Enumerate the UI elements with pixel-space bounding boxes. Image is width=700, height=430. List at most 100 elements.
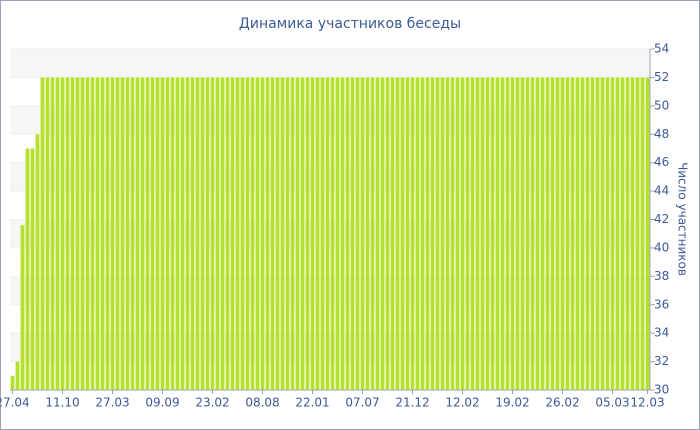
bar	[590, 77, 595, 391]
bar	[120, 77, 125, 391]
x-tick-label: 22.01	[295, 396, 329, 410]
y-tick-label: 40	[654, 240, 669, 254]
bar	[370, 77, 375, 391]
bar	[545, 77, 550, 391]
bar	[235, 77, 240, 391]
bar	[15, 361, 20, 390]
x-tick-label: 12.02	[445, 396, 479, 410]
bar	[205, 77, 210, 391]
bar	[345, 77, 350, 391]
y-axis-label: Число участников	[676, 162, 690, 276]
bar	[200, 77, 205, 391]
bar	[450, 77, 455, 391]
bar	[565, 77, 570, 391]
bar	[520, 77, 525, 391]
bar	[530, 77, 535, 391]
bar	[510, 77, 515, 391]
bar	[330, 77, 335, 391]
y-tick-label: 50	[654, 98, 669, 112]
bar	[305, 77, 310, 391]
y-tick-label: 38	[654, 269, 669, 283]
bar	[420, 77, 425, 391]
grid-band	[10, 49, 650, 78]
bar	[80, 77, 85, 391]
bar	[185, 77, 190, 391]
bar	[65, 77, 70, 391]
bar	[445, 77, 450, 391]
bar	[75, 77, 80, 391]
bar	[440, 77, 445, 391]
bar	[470, 77, 475, 391]
bar	[550, 77, 555, 391]
bar	[505, 77, 510, 391]
bar	[20, 225, 25, 390]
bar	[485, 77, 490, 391]
bar	[160, 77, 165, 391]
bar	[300, 77, 305, 391]
y-tick-label: 32	[654, 354, 669, 368]
bar	[135, 77, 140, 391]
x-tick-label: 11.10	[45, 396, 79, 410]
bar	[615, 77, 620, 391]
bar	[70, 77, 75, 391]
bar	[165, 77, 170, 391]
bar	[170, 77, 175, 391]
bar	[555, 77, 560, 391]
bar	[355, 77, 360, 391]
bar	[465, 77, 470, 391]
bar	[495, 77, 500, 391]
bar	[45, 77, 50, 391]
bar	[155, 77, 160, 391]
bar	[490, 77, 495, 391]
bar	[335, 77, 340, 391]
bar	[340, 77, 345, 391]
bar	[570, 77, 575, 391]
bar	[645, 77, 650, 391]
bar	[325, 77, 330, 391]
bar	[580, 77, 585, 391]
bar	[405, 77, 410, 391]
y-tick-label: 44	[654, 184, 669, 198]
bar	[150, 77, 155, 391]
bar	[285, 77, 290, 391]
chart-title: Динамика участников беседы	[239, 16, 461, 32]
x-tick-label: 09.09	[145, 396, 179, 410]
bar	[145, 77, 150, 391]
bar	[350, 77, 355, 391]
x-tick-label: 26.02	[545, 396, 579, 410]
x-tick-label: 12.03	[630, 396, 664, 410]
bar	[90, 77, 95, 391]
bar	[500, 77, 505, 391]
x-tick-label: 27.04	[0, 396, 30, 410]
x-tick-label: 07.07	[345, 396, 379, 410]
bar	[175, 77, 180, 391]
bar	[25, 148, 30, 390]
bar	[190, 77, 195, 391]
bar	[400, 77, 405, 391]
bar	[430, 77, 435, 391]
bar	[50, 77, 55, 391]
bar	[585, 77, 590, 391]
bar	[610, 77, 615, 391]
bar	[360, 77, 365, 391]
bar	[605, 77, 610, 391]
bar	[255, 77, 260, 391]
bar	[540, 77, 545, 391]
y-tick-label: 54	[654, 42, 669, 56]
y-tick-label: 36	[654, 297, 669, 311]
bar	[40, 77, 45, 391]
bar	[630, 77, 635, 391]
bar	[435, 77, 440, 391]
bar	[640, 77, 645, 391]
x-tick-label: 19.02	[495, 396, 529, 410]
bar	[60, 77, 65, 391]
bar	[620, 77, 625, 391]
bar	[195, 77, 200, 391]
bar	[275, 77, 280, 391]
bar	[230, 77, 235, 391]
bar	[140, 77, 145, 391]
y-tick-label: 42	[654, 212, 669, 226]
bar	[635, 77, 640, 391]
bar	[365, 77, 370, 391]
y-tick-label: 48	[654, 127, 669, 141]
